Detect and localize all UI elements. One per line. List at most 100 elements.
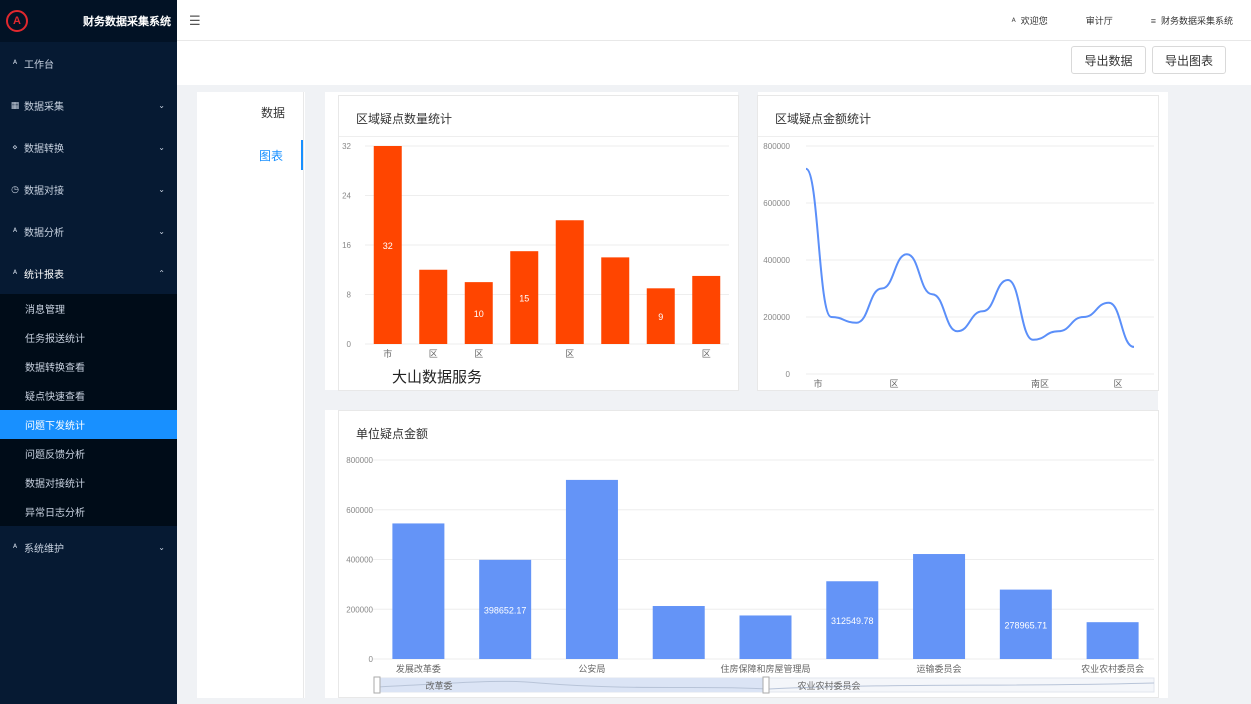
sidebar-item-label: 数据分析 <box>24 227 64 239</box>
y-tick-label: 32 <box>342 142 351 151</box>
tab-chart[interactable]: 图表 <box>196 140 303 170</box>
card-region-amount: 区域疑点金额统计 0 200000 400000 600000 800000 市 区 南区 区 <box>757 95 1159 391</box>
y-tick-label: 600000 <box>763 199 790 208</box>
toolbar: 导出数据 导出图表 <box>177 41 1251 85</box>
y-tick-label: 0 <box>369 655 374 664</box>
welcome-label: 欢迎您 <box>1020 16 1048 26</box>
sidebar-item-label: 统计报表 <box>24 269 64 281</box>
bar <box>999 589 1052 659</box>
sidebar-item-1[interactable]: ▦ 数据采集 ⌄ <box>0 84 177 126</box>
x-tick-label: 南区 <box>1031 378 1049 388</box>
sidebar-item-system[interactable]: ᴬ 系统维护 ⌄ <box>0 526 177 568</box>
y-tick-label: 800000 <box>763 142 790 151</box>
tab-data[interactable]: 数据 <box>260 105 285 120</box>
card-title-region-amount: 区域疑点金额统计 <box>775 112 872 126</box>
sidebar-item-label: 系统维护 <box>24 543 64 555</box>
sidebar-item-3[interactable]: ◷ 数据对接 ⌄ <box>0 168 177 210</box>
chevron-down-icon: ⌄ <box>158 542 165 552</box>
table-icon: ▦ <box>10 99 20 110</box>
submenu-item-1[interactable]: 任务报送统计 <box>25 334 85 345</box>
chevron-down-icon: ⌄ <box>158 184 165 194</box>
gutter-row <box>325 390 1167 410</box>
bar <box>1086 622 1139 659</box>
clock-icon: ◷ <box>11 183 19 194</box>
amount-line <box>805 167 1135 348</box>
card-unit-amount: 单位疑点金额 0 200000 400000 600000 800000 发展改革委 398… <box>338 410 1159 698</box>
unit-amount-chart: 0 200000 400000 600000 800000 发展改革委 398652.17 公… <box>346 456 1155 694</box>
right-pad <box>1158 92 1168 698</box>
bar <box>652 606 705 659</box>
org-text: 审计厅 <box>1085 16 1113 26</box>
sidebar: A 财务数据采集系统 ᴬ 工作台 ▦ 数据采集 ⌄ ⋄ 数据转换 ⌄ ◷ 数据对接 ⌄ ᴬ 数据分析 ⌄ ᴬ… <box>0 0 177 704</box>
logo-bar: A 财务数据采集系统 <box>0 0 177 42</box>
logo-icon: A <box>6 10 28 32</box>
y-tick-label: 8 <box>347 291 352 300</box>
bar <box>601 257 630 344</box>
sidebar-item-4[interactable]: ᴬ 数据分析 ⌄ <box>0 210 177 252</box>
sidebar-item-label: 数据转换 <box>24 143 64 155</box>
data-label: 278965.71 <box>1005 620 1048 630</box>
submenu-item-0[interactable]: 消息管理 <box>25 305 65 316</box>
sidebar-item-label: 数据对接 <box>24 185 64 197</box>
chevron-down-icon: ⌄ <box>158 142 165 152</box>
gutter <box>305 92 325 698</box>
org-label[interactable]: 审计厅 <box>1086 14 1113 27</box>
system-menu[interactable]: ≡ 财务数据采集系统 <box>1151 14 1233 27</box>
chevron-up-icon: ⌃ <box>158 268 165 278</box>
divider <box>758 136 1158 137</box>
bar <box>510 251 539 344</box>
y-tick-label: 24 <box>342 192 351 201</box>
submenu-item-2[interactable]: 数据转换查看 <box>25 363 85 374</box>
submenu-item-7[interactable]: 异常日志分析 <box>25 508 85 519</box>
x-tick-label: 区 <box>429 349 438 359</box>
card-region-count: 区域疑点数量统计 0 8 16 24 32 32 市 区 10 区 15 区 9 区 大山数据服务 <box>338 95 739 391</box>
user-icon: ᴬ <box>12 58 18 68</box>
watermark-text: 大山数据服务 <box>392 368 483 386</box>
data-label: 398652.17 <box>484 605 527 615</box>
bar <box>419 269 448 344</box>
x-tick-label: 区 <box>474 349 483 359</box>
menu-fold-icon[interactable]: ☰ <box>189 13 201 28</box>
data-label: 9 <box>658 312 663 322</box>
y-tick-label: 800000 <box>346 456 373 465</box>
bar <box>555 220 584 344</box>
chevron-down-icon: ⌄ <box>158 226 165 236</box>
x-tick-label: 市 <box>383 348 392 359</box>
submenu-item-4[interactable]: 问题下发统计 <box>0 410 177 439</box>
header-right: ᴬ 欢迎您 审计厅 ≡ 财务数据采集系统 <box>974 0 1233 41</box>
bar <box>692 275 721 344</box>
sidebar-item-0[interactable]: ᴬ 工作台 <box>0 42 177 84</box>
y-tick-label: 200000 <box>763 313 790 322</box>
x-tick-label: 公安局 <box>578 663 605 674</box>
data-label: 15 <box>519 294 529 304</box>
bar <box>373 146 402 344</box>
submenu-stat-reports: 消息管理任务报送统计 数据转换查看 疑点快速查看问题下发统计问题反馈分析 数据对接统计… <box>0 294 177 526</box>
submenu-item-3[interactable]: 疑点快速查看 <box>25 392 85 403</box>
user-welcome[interactable]: ᴬ 欢迎您 <box>1012 14 1048 27</box>
x-tick-label: 发展改革委 <box>396 663 441 674</box>
zoom-label-right: 农业农村委员会 <box>797 680 860 691</box>
y-tick-label: 400000 <box>763 256 790 265</box>
bar <box>464 282 493 344</box>
user-icon: ᴬ <box>12 226 18 236</box>
zoom-preview-line <box>376 680 1155 690</box>
export-data-button[interactable]: 导出数据 <box>1071 46 1146 74</box>
bar <box>913 554 966 659</box>
y-tick-label: 0 <box>347 340 352 349</box>
divider <box>339 136 738 137</box>
card-title-region-count: 区域疑点数量统计 <box>356 112 453 126</box>
submenu-item-6[interactable]: 数据对接统计 <box>25 479 85 490</box>
submenu-item-5[interactable]: 问题反馈分析 <box>25 450 85 461</box>
sidebar-item-2[interactable]: ⋄ 数据转换 ⌄ <box>0 126 177 168</box>
user-icon: ᴬ <box>12 542 18 552</box>
y-tick-label: 600000 <box>346 506 373 515</box>
data-label: 32 <box>383 241 393 251</box>
y-tick-label: 16 <box>342 241 351 250</box>
sidebar-item-5[interactable]: ᴬ 统计报表 ⌃ <box>0 252 177 294</box>
bar <box>646 288 675 344</box>
gutter-mid <box>738 92 758 392</box>
export-chart-button[interactable]: 导出图表 <box>1152 46 1226 74</box>
chevron-down-icon: ⌄ <box>158 100 165 110</box>
x-tick-label: 农业农村委员会 <box>1081 663 1144 674</box>
x-tick-label: 区 <box>889 379 898 388</box>
